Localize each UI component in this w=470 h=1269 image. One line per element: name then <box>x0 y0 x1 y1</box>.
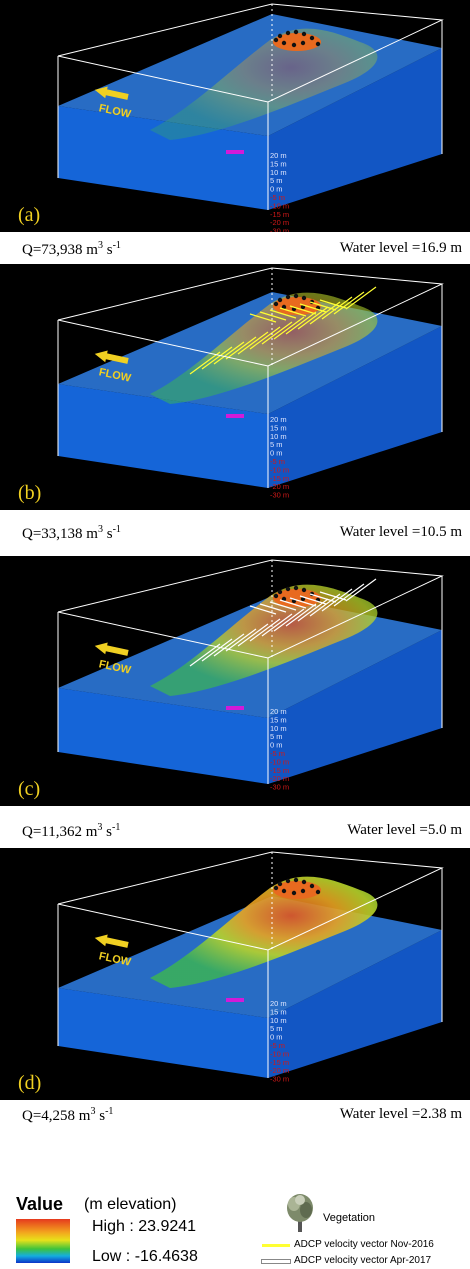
water-level-label: Water level =16.9 m <box>339 240 462 256</box>
discharge-label: Q=73,938 m3 s-1 <box>22 240 121 258</box>
panel-caption: Q=73,938 m3 s-1 Water level =16.9 m <box>0 234 470 264</box>
depth-tick-label: -10 m <box>270 1049 289 1058</box>
depth-tick-label: 15 m <box>270 715 287 724</box>
depth-tick-label: -30 m <box>270 491 289 500</box>
vegetation-label: Vegetation <box>323 1212 375 1224</box>
yellow-line-icon <box>262 1244 290 1247</box>
vegetation-tree-icon <box>287 1194 313 1232</box>
panel-caption: Q=4,258 m3 s-1 Water level =2.38 m <box>0 1100 470 1130</box>
depth-tick-label: 15 m <box>270 159 287 168</box>
panel-caption: Q=33,138 m3 s-1 Water level =10.5 m <box>0 518 470 548</box>
legend-high: High : 23.9241 <box>92 1218 197 1235</box>
legend-unit: (m elevation) <box>84 1196 177 1213</box>
depth-tick-label: -20 m <box>270 218 289 227</box>
white-line-icon <box>261 1259 291 1264</box>
discharge-label: Q=33,138 m3 s-1 <box>22 524 121 542</box>
depth-tick-label: -5 m <box>270 193 285 202</box>
depth-tick-label: -30 m <box>270 783 289 792</box>
legend: Value (m elevation) High : 23.9241 Low :… <box>0 1192 470 1269</box>
depth-tick-label: 5 m <box>270 176 283 185</box>
depth-tick-label: -30 m <box>270 227 289 232</box>
depth-tick-label: -10 m <box>270 465 289 474</box>
depth-tick-label: -20 m <box>270 1066 289 1075</box>
depth-tick-label: -30 m <box>270 1075 289 1084</box>
depth-tick-label: 20 m <box>270 151 287 160</box>
depth-tick-label: 0 m <box>270 185 283 194</box>
discharge-label: Q=4,258 m3 s-1 <box>22 1106 114 1124</box>
depth-tick-label: 10 m <box>270 168 287 177</box>
legend-vector-nov-label: ADCP velocity vector Nov-2016 <box>294 1239 434 1250</box>
depth-tick-label: -15 m <box>270 474 289 483</box>
water-level-label: Water level =10.5 m <box>339 524 462 540</box>
water-level-label: Water level =5.0 m <box>347 822 462 838</box>
depth-tick-label: -15 m <box>270 210 289 219</box>
depth-tick-label: -20 m <box>270 482 289 491</box>
depth-tick-label: -5 m <box>270 1041 285 1050</box>
depth-tick-label: -15 m <box>270 1058 289 1067</box>
depth-tick-label: 0 m <box>270 1033 283 1042</box>
depth-tick-label: 20 m <box>270 707 287 716</box>
depth-tick-label: 20 m <box>270 415 287 424</box>
depth-tick-label: 5 m <box>270 440 283 449</box>
elevation-color-ramp <box>16 1219 70 1263</box>
depth-tick-label: 10 m <box>270 1016 287 1025</box>
depth-tick-label: -5 m <box>270 457 285 466</box>
depth-tick-label: -5 m <box>270 749 285 758</box>
panel-caption: Q=11,362 m3 s-1 Water level =5.0 m <box>0 816 470 846</box>
depth-tick-label: 10 m <box>270 724 287 733</box>
legend-low: Low : -16.4638 <box>92 1248 198 1265</box>
depth-tick-label: -10 m <box>270 201 289 210</box>
water-level-label: Water level =2.38 m <box>339 1106 462 1122</box>
depth-tick-label: 15 m <box>270 423 287 432</box>
legend-title: Value <box>16 1194 64 1214</box>
panel-label: (d) <box>18 1072 42 1094</box>
depth-tick-label: -10 m <box>270 757 289 766</box>
legend-vector-nov: ADCP velocity vector Nov-2016 <box>262 1238 470 1252</box>
depth-tick-label: 5 m <box>270 732 283 741</box>
depth-tick-label: 5 m <box>270 1024 283 1033</box>
depth-tick-label: 0 m <box>270 741 283 750</box>
depth-tick-label: -15 m <box>270 766 289 775</box>
panel-label: (b) <box>18 482 42 504</box>
depth-tick-label: 10 m <box>270 432 287 441</box>
legend-vector-apr: ADCP velocity vector Apr-2017 <box>261 1254 470 1268</box>
panel-label: (a) <box>18 204 41 226</box>
discharge-label: Q=11,362 m3 s-1 <box>22 822 121 840</box>
legend-vector-apr-label: ADCP velocity vector Apr-2017 <box>294 1255 432 1266</box>
depth-tick-label: 0 m <box>270 449 283 458</box>
depth-tick-label: -20 m <box>270 774 289 783</box>
depth-tick-label: 15 m <box>270 1007 287 1016</box>
panel-label: (c) <box>18 778 41 800</box>
depth-tick-label: 20 m <box>270 999 287 1008</box>
